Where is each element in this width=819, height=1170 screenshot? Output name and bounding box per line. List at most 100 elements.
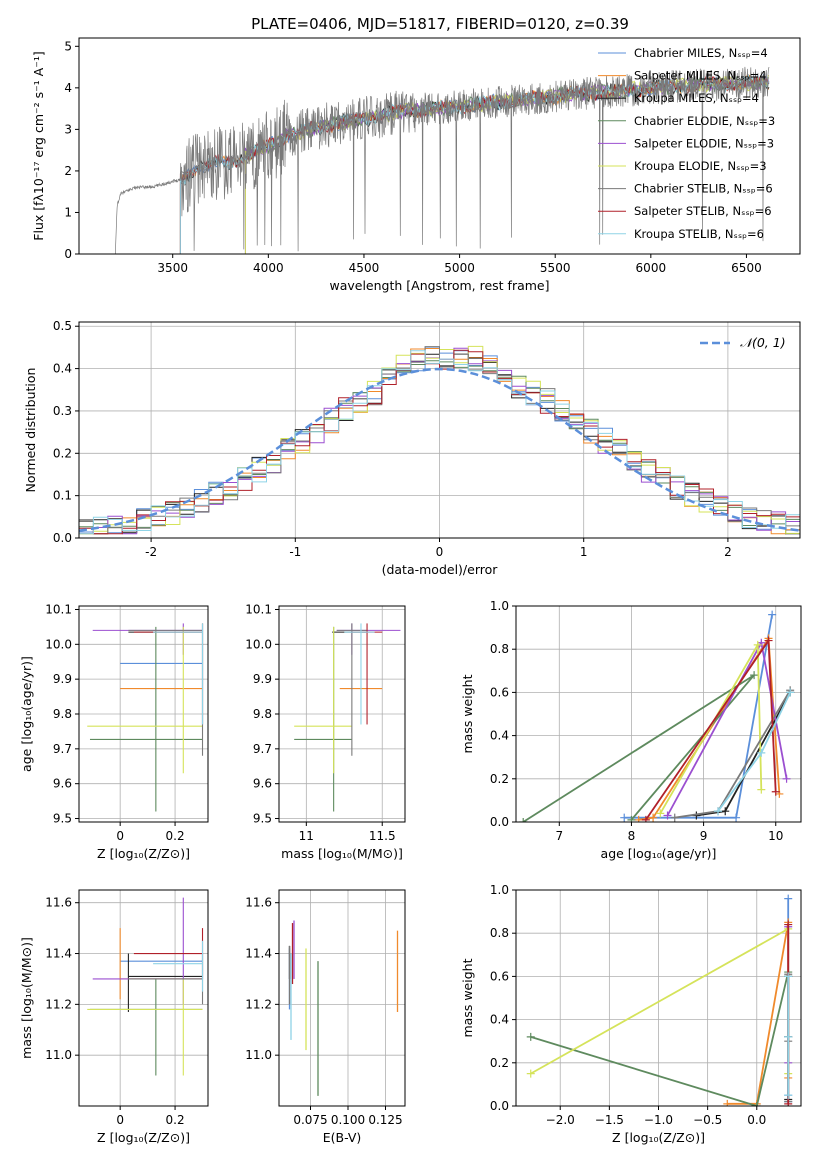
y-tick-label: 0.1: [53, 489, 72, 503]
x-tick-label: -2: [145, 545, 157, 559]
legend-label: Salpeter ELODIE, Nₛₛₚ=3: [634, 136, 774, 150]
axes-frame: [278, 889, 406, 1107]
mass-weight-point: [786, 688, 795, 697]
y-axis-label: mass [log₁₀(M/M⊙)]: [19, 937, 34, 1059]
x-tick-label: 0: [116, 829, 124, 843]
x-tick-label: 1: [580, 545, 588, 559]
x-tick-label: 0: [436, 545, 444, 559]
axes-frame: [78, 37, 801, 255]
panel-age_vs_mass: 11 11.5 9.5 9.6 9.7 9.8 9.9 10.0 10.1 mass [log₁₀…: [245, 602, 406, 861]
plot-area: [87, 623, 204, 812]
y-tick-label: 11.6: [245, 896, 272, 910]
legend-label: Kroupa STELIB, Nₛₛₚ=6: [634, 227, 764, 241]
x-tick-label: 0.0: [747, 1113, 766, 1127]
axes: −2.0 −1.5 −1.0 −0.5 0.0 0.0 0.2 0.4 0.6 0.8 1.0 Z […: [460, 883, 802, 1145]
y-tick-label: 0.4: [53, 362, 72, 376]
y-tick-label: 0.8: [490, 926, 509, 940]
y-tick-label: 0.2: [490, 1056, 509, 1070]
panel-weight_vs_age: 7 8 9 10 0.0 0.2 0.4 0.6 0.8 1.0 age [log₁₀(age/yr…: [460, 599, 802, 861]
axes: 0.075 0.100 0.125 11.0 11.2 11.4 11.6 E(B-V): [245, 889, 406, 1145]
x-axis-label: wavelength [Angstrom, rest frame]: [329, 278, 549, 293]
legend-label: Salpeter MILES, Nₛₛₚ=4: [634, 69, 767, 83]
mass-weight-point: [519, 818, 528, 822]
y-tick-label: 11.0: [45, 1048, 72, 1062]
x-tick-label: 4500: [349, 261, 380, 275]
y-axis-label: Normed distribution: [23, 368, 38, 493]
mass-weight-point: [649, 813, 658, 822]
y-tick-label: 1.0: [490, 883, 509, 897]
y-tick-label: 11.4: [45, 947, 72, 961]
mass-weight-point: [732, 813, 741, 822]
axes-frame: [515, 605, 802, 823]
y-tick-label: 9.9: [53, 672, 72, 686]
y-axis-label: mass weight: [460, 674, 475, 753]
x-tick-label: 10: [768, 829, 783, 843]
y-tick-label: 0.0: [490, 815, 509, 829]
legend-label: Chabrier STELIB, Nₛₛₚ=6: [634, 182, 773, 196]
x-axis-label: E(B-V): [323, 1130, 362, 1145]
y-axis-label: age [log₁₀(age/yr)]: [19, 656, 34, 772]
y-tick-label: 0.6: [490, 685, 509, 699]
x-tick-label: 0.100: [331, 1113, 365, 1127]
x-axis-label: (data-model)/error: [382, 562, 499, 577]
y-tick-label: 9.7: [253, 742, 272, 756]
y-tick-label: 0.4: [490, 1013, 509, 1027]
mass-weight-line: [530, 971, 790, 1106]
y-axis-label: Flux [fλ10⁻¹⁷ erg cm⁻² s⁻¹ A⁻¹]: [31, 51, 46, 240]
mass-weight-point: [753, 640, 762, 649]
panel-weight_vs_Z: −2.0 −1.5 −1.0 −0.5 0.0 0.0 0.2 0.4 0.6 0.8 1.0 Z […: [460, 883, 802, 1145]
y-tick-label: 9.5: [53, 812, 72, 826]
legend: Chabrier MILES, Nₛₛₚ=4 Salpeter MILES, Nₛ…: [598, 46, 775, 241]
y-tick-label: 9.8: [53, 707, 72, 721]
residual-histogram-step: [79, 346, 800, 535]
x-tick-label: 5000: [444, 261, 475, 275]
mass-weight-point: [784, 1091, 793, 1100]
y-tick-label: 2: [64, 164, 72, 178]
x-tick-label: −1.0: [644, 1113, 673, 1127]
mass-weight-point: [782, 774, 791, 783]
y-tick-label: 10.1: [45, 602, 72, 616]
panel-mass_vs_Z: 0 0.2 11.0 11.2 11.4 11.6 Z [log₁₀(Z/Z⊙)] mass …: [19, 889, 209, 1145]
x-axis-label: age [log₁₀(age/yr)]: [601, 846, 717, 861]
y-tick-label: 0.8: [490, 642, 509, 656]
legend-label: Chabrier ELODIE, Nₛₛₚ=3: [634, 114, 775, 128]
x-tick-label: 5500: [540, 261, 571, 275]
mass-weight-point: [634, 815, 643, 822]
y-tick-label: 11.6: [45, 896, 72, 910]
x-tick-label: 3500: [157, 261, 188, 275]
mass-weight-point: [752, 1102, 761, 1106]
y-tick-label: 11.0: [245, 1048, 272, 1062]
y-axis-label: mass weight: [460, 958, 475, 1037]
y-tick-label: 0: [64, 247, 72, 261]
plot-area: [288, 920, 399, 1096]
y-tick-label: 0.6: [490, 969, 509, 983]
mass-weight-point: [526, 1069, 535, 1078]
data-spectrum-line: [114, 66, 770, 254]
normal-curve: [79, 367, 800, 532]
x-tick-label: 6000: [636, 261, 667, 275]
mass-weight-point: [764, 636, 773, 645]
mass-weight-line: [645, 637, 777, 821]
mass-weight-point: [620, 813, 629, 822]
legend-label: Chabrier MILES, Nₛₛₚ=4: [634, 46, 768, 60]
x-tick-label: 0: [116, 1113, 124, 1127]
axes: 11 11.5 9.5 9.6 9.7 9.8 9.9 10.0 10.1 mass [log₁₀…: [245, 602, 406, 861]
mass-weight-point: [526, 1032, 535, 1041]
y-tick-label: 3: [64, 122, 72, 136]
mass-weight-point: [721, 807, 730, 816]
plot-area: [114, 66, 770, 254]
mass-weight-point: [670, 813, 679, 822]
legend-label: Kroupa MILES, Nₛₛₚ=4: [634, 91, 759, 105]
x-tick-label: 7: [555, 829, 563, 843]
mass-weight-line: [522, 674, 755, 822]
plot-area: [87, 897, 204, 1076]
y-tick-label: 9.6: [53, 777, 72, 791]
axes: 0 0.2 9.5 9.6 9.7 9.8 9.9 10.0 10.1 Z [log₁₀(Z/Z⊙…: [19, 602, 209, 861]
x-axis-label: mass [log₁₀(M/M⊙)]: [281, 846, 403, 861]
y-tick-label: 0.2: [53, 446, 72, 460]
mass-weight-point: [750, 671, 759, 680]
panel-spectrum: 3500 4000 4500 5000 5500 6000 6500 0 1 2 3 4 5 wavele…: [31, 37, 801, 293]
y-tick-label: 11.2: [245, 997, 272, 1011]
x-tick-label: 11.5: [369, 829, 396, 843]
